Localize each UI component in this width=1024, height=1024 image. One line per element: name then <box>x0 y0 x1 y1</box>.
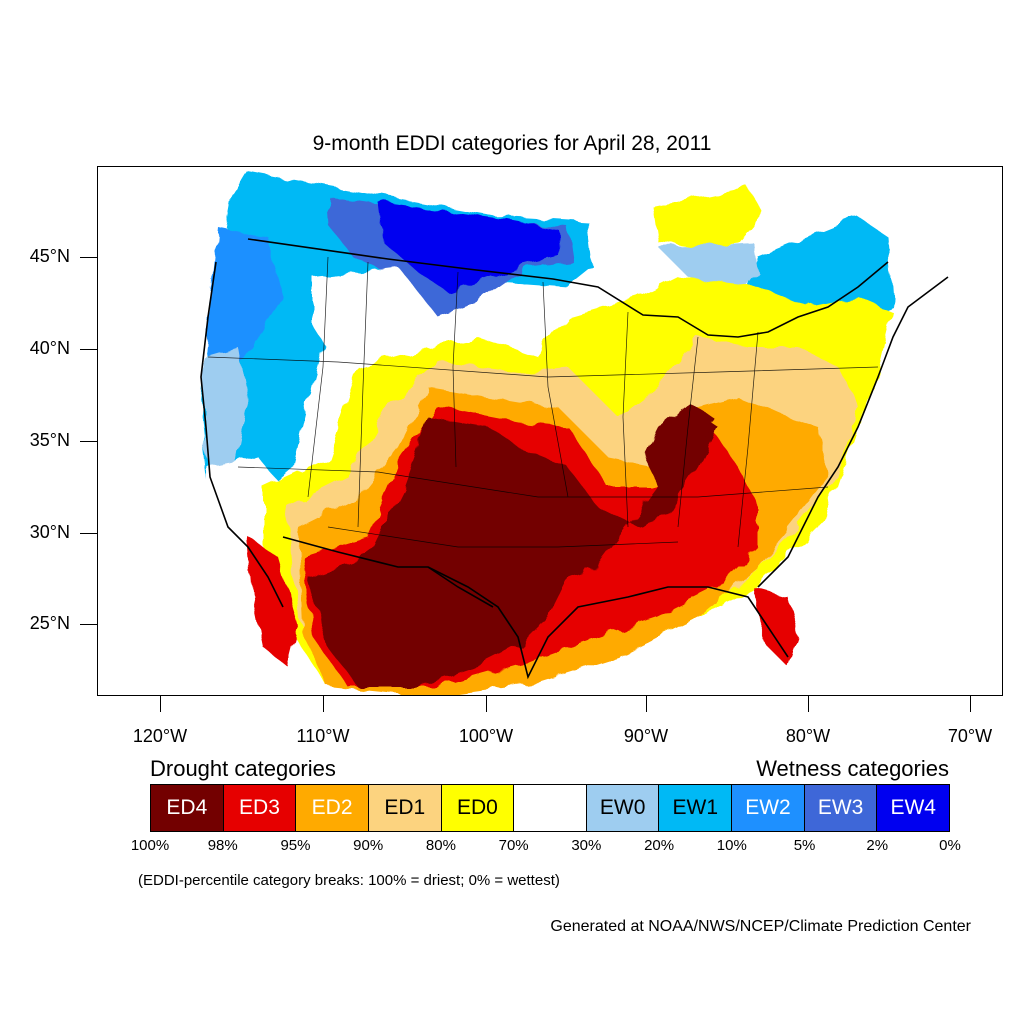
percentile-label: 2% <box>866 837 889 854</box>
region-ew0-great-lakes <box>658 242 758 297</box>
legend-cell-ew0: EW0 <box>586 785 660 831</box>
legend-cell-neutral <box>514 785 587 831</box>
coastline-and-borders <box>200 238 949 680</box>
longitude-label: 70°W <box>947 726 993 746</box>
percentile-label: 80% <box>425 837 456 854</box>
legend-cell-ed4: ED4 <box>151 785 224 831</box>
map-panel <box>97 166 1003 696</box>
region-ed3-florida <box>753 587 798 667</box>
state-boundaries <box>207 256 879 548</box>
latitude-label: 40°N <box>29 338 70 358</box>
legend-cell-ew3: EW3 <box>804 785 878 831</box>
legend-cell-ew1: EW1 <box>659 785 733 831</box>
percentile-label: 5% <box>793 837 816 854</box>
region-ew0-oregon <box>203 347 248 487</box>
legend-cell-ew2: EW2 <box>732 785 805 831</box>
wetness-categories-heading: Wetness categories <box>756 756 949 781</box>
percentile-label: 0% <box>939 837 961 854</box>
percentile-label: 98% <box>207 837 238 854</box>
eddi-map <box>200 172 949 695</box>
map-title: 9-month EDDI categories for April 28, 20… <box>312 132 712 155</box>
percentile-label: 100% <box>130 837 170 854</box>
us-canada-border <box>247 238 889 338</box>
legend-cell-ed0: ED0 <box>441 785 515 831</box>
latitude-label: 30°N <box>29 522 70 542</box>
longitude-label: 110°W <box>296 726 350 746</box>
latitude-label: 35°N <box>29 430 70 450</box>
longitude-tick <box>970 696 971 712</box>
latitude-label: 25°N <box>29 613 70 633</box>
region-ew0-michigan <box>653 187 763 247</box>
percentile-label: 10% <box>716 837 747 854</box>
percentile-label: 90% <box>353 837 384 854</box>
legend-cell-ed3: ED3 <box>223 785 297 831</box>
region-ed3-baja <box>248 537 298 667</box>
drought-categories-heading: Drought categories <box>150 756 336 781</box>
longitude-tick <box>486 696 487 712</box>
longitude-tick <box>323 696 324 712</box>
region-ew4-northern-plains <box>378 202 560 292</box>
category-colorbar: ED4 ED3 ED2 ED1 ED0 EW0 EW1 EW2 EW3 EW4 <box>150 784 950 832</box>
us-mexico-border <box>282 536 494 608</box>
legend-cell-ew4: EW4 <box>877 785 950 831</box>
latitude-tick <box>80 441 97 442</box>
longitude-tick <box>646 696 647 712</box>
longitude-tick <box>160 696 161 712</box>
longitude-label: 100°W <box>458 726 514 746</box>
latitude-tick <box>80 624 97 625</box>
atlantic-coastline <box>757 276 949 588</box>
latitude-tick <box>80 533 97 534</box>
region-ed4-ohio-valley <box>658 402 713 487</box>
percentile-label: 70% <box>498 837 529 854</box>
longitude-label: 90°W <box>623 726 669 746</box>
credit-line: Generated at NOAA/NWS/NCEP/Climate Predi… <box>550 918 971 935</box>
longitude-label: 80°W <box>785 726 831 746</box>
gulf-coastline <box>427 566 789 680</box>
latitude-label: 45°N <box>29 246 70 266</box>
percentile-label: 95% <box>280 837 311 854</box>
pacific-coastline <box>200 261 284 608</box>
category-breaks-note: (EDDI-percentile category breaks: 100% =… <box>138 872 560 889</box>
legend-cell-ed1: ED1 <box>368 785 442 831</box>
legend-cell-ed2: ED2 <box>296 785 369 831</box>
longitude-label: 120°W <box>132 726 188 746</box>
percentile-label: 30% <box>571 837 602 854</box>
latitude-tick <box>80 349 97 350</box>
longitude-tick <box>808 696 809 712</box>
latitude-tick <box>80 257 97 258</box>
percentile-label: 20% <box>644 837 675 854</box>
